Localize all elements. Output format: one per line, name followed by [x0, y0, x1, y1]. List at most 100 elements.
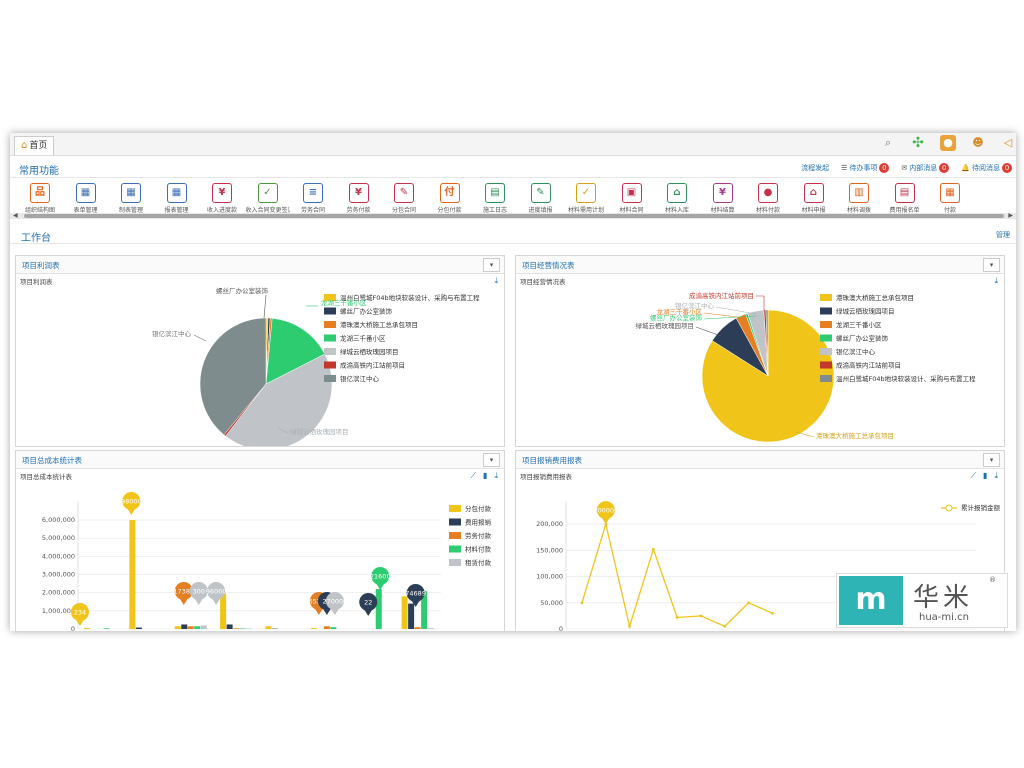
line-point[interactable] [771, 611, 774, 615]
line-point[interactable] [604, 522, 608, 526]
function-item[interactable]: ▥ 材料调拨 [837, 183, 881, 214]
legend-label[interactable]: 材料付款 [465, 545, 492, 554]
bar[interactable] [427, 628, 434, 629]
bar[interactable] [174, 626, 181, 629]
panel-dropdown[interactable]: ▾ [983, 258, 1000, 272]
legend-swatch[interactable] [324, 294, 336, 301]
function-item[interactable]: ▤ 费用报名单 [883, 183, 927, 214]
bar[interactable] [401, 596, 408, 629]
legend-swatch[interactable] [820, 307, 832, 315]
legend-label[interactable]: 港珠澳大桥施工总承包项目 [340, 320, 418, 329]
legend-swatch[interactable] [449, 505, 461, 512]
function-item[interactable]: ≡ 劳务合同 [291, 183, 335, 214]
bar[interactable] [181, 624, 188, 629]
legend-label[interactable]: 龙湖三千番小区 [836, 320, 882, 329]
line-point[interactable] [652, 547, 655, 551]
line-point[interactable] [675, 616, 679, 619]
bar[interactable] [323, 626, 330, 629]
bar[interactable] [246, 628, 253, 629]
function-item[interactable]: 付分包付款 [428, 183, 472, 214]
legend-marker[interactable] [945, 504, 953, 512]
legend-label[interactable]: 龙湖三千番小区 [340, 334, 386, 343]
bar[interactable] [129, 520, 136, 629]
pie-slice[interactable] [199, 317, 267, 436]
function-item[interactable]: ✎ 分包合同 [382, 183, 426, 214]
legend-swatch[interactable] [820, 294, 832, 301]
download-icon[interactable]: ⤓ [494, 471, 498, 480]
bar[interactable] [103, 628, 110, 629]
line-series[interactable] [581, 521, 773, 629]
bar[interactable] [233, 628, 240, 629]
panel-dropdown[interactable]: ▾ [483, 453, 500, 467]
bar[interactable] [310, 628, 317, 629]
bar-chart-icon[interactable]: ▮ [983, 471, 988, 480]
legend-label[interactable]: 分包付款 [465, 504, 492, 513]
quick-link[interactable]: 流程发起 [801, 163, 829, 173]
download-icon[interactable]: ⤓ [494, 276, 498, 285]
line-point[interactable] [580, 601, 584, 605]
function-item[interactable]: ¥ 收入进度款 [200, 183, 244, 214]
legend-label[interactable]: 温州白鹭城F04b地块软装设计、采购与布置工程 [836, 374, 976, 383]
function-item[interactable]: ▦ 付款 [928, 183, 972, 214]
legend-swatch[interactable] [820, 361, 832, 369]
legend-label[interactable]: 费用报销 [465, 518, 492, 527]
function-item[interactable]: ▤ 施工日志 [473, 183, 517, 214]
function-item[interactable]: ⌂ 材料申报 [792, 183, 836, 214]
bar[interactable] [200, 625, 207, 629]
legend-swatch[interactable] [324, 307, 336, 315]
download-icon[interactable]: ⤓ [994, 471, 998, 480]
quick-link[interactable]: ☰ 待办事项 0 [841, 163, 890, 173]
line-chart-icon[interactable]: ⟋ [470, 471, 477, 480]
line-point[interactable] [747, 601, 750, 605]
bar[interactable] [408, 603, 415, 629]
legend-label[interactable]: 螺丝厂办公室装饰 [836, 334, 889, 343]
users-icon[interactable]: ☻ [972, 136, 984, 149]
legend-swatch[interactable] [449, 532, 461, 539]
panel-dropdown[interactable]: ▾ [983, 453, 1000, 467]
scrollbar-thumb[interactable] [24, 214, 1004, 218]
bar[interactable] [187, 626, 194, 629]
legend-swatch[interactable] [324, 321, 336, 328]
bar[interactable] [220, 592, 227, 629]
bar[interactable] [84, 628, 90, 629]
legend-label[interactable]: 成渝高铁内江站前项目 [340, 361, 405, 370]
legend-label[interactable]: 劳务付款 [465, 531, 492, 540]
legend-swatch[interactable] [820, 375, 832, 382]
bar[interactable] [375, 589, 382, 629]
panel-dropdown[interactable]: ▾ [483, 258, 500, 272]
line-point[interactable] [699, 614, 703, 618]
bar[interactable] [226, 624, 233, 629]
bar[interactable] [135, 627, 142, 629]
bar[interactable] [239, 628, 246, 629]
share-icon[interactable]: ◁ [1003, 136, 1013, 149]
function-item[interactable]: ¥ 劳务付款 [337, 183, 381, 214]
bar[interactable] [265, 626, 272, 629]
function-item[interactable]: ▦ 制表管理 [109, 183, 153, 214]
legend-swatch[interactable] [449, 559, 461, 566]
legend-swatch[interactable] [324, 375, 336, 382]
legend-label[interactable]: 螺丝厂办公室装饰 [340, 307, 393, 316]
legend-label[interactable]: 绿城云栖玫瑰园项目 [836, 307, 895, 316]
scroll-right-icon[interactable]: ▶ [1008, 212, 1013, 219]
legend-swatch[interactable] [820, 321, 832, 328]
function-item[interactable]: ✓ 收入合同变更签证 [246, 183, 290, 214]
bar[interactable] [421, 590, 428, 629]
line-point[interactable] [628, 624, 631, 628]
line-point[interactable] [723, 624, 727, 628]
function-item[interactable]: 品组织结构图 [18, 183, 62, 214]
download-icon[interactable]: ⤓ [994, 276, 998, 285]
function-item[interactable]: ⌂ 材料入库 [655, 183, 699, 214]
legend-label[interactable]: 温州白鹭城F04b地块软装设计、采购与布置工程 [340, 293, 480, 302]
user-icon[interactable]: ● [940, 135, 956, 151]
pie-slice[interactable] [765, 309, 769, 377]
function-item[interactable]: ▣ 材料合同 [610, 183, 654, 214]
apps-icon[interactable]: ✣ [912, 135, 924, 151]
legend-swatch[interactable] [820, 334, 832, 342]
function-item[interactable]: ✓ 材料需用计划 [564, 183, 608, 214]
bar-chart-icon[interactable]: ▮ [483, 471, 488, 480]
legend-label[interactable]: 银亿滨江中心 [340, 374, 380, 383]
search-icon[interactable]: ⌕ [884, 136, 892, 149]
bar[interactable] [414, 627, 421, 629]
function-item[interactable]: ● 材料付款 [746, 183, 790, 214]
legend-swatch[interactable] [820, 348, 832, 355]
